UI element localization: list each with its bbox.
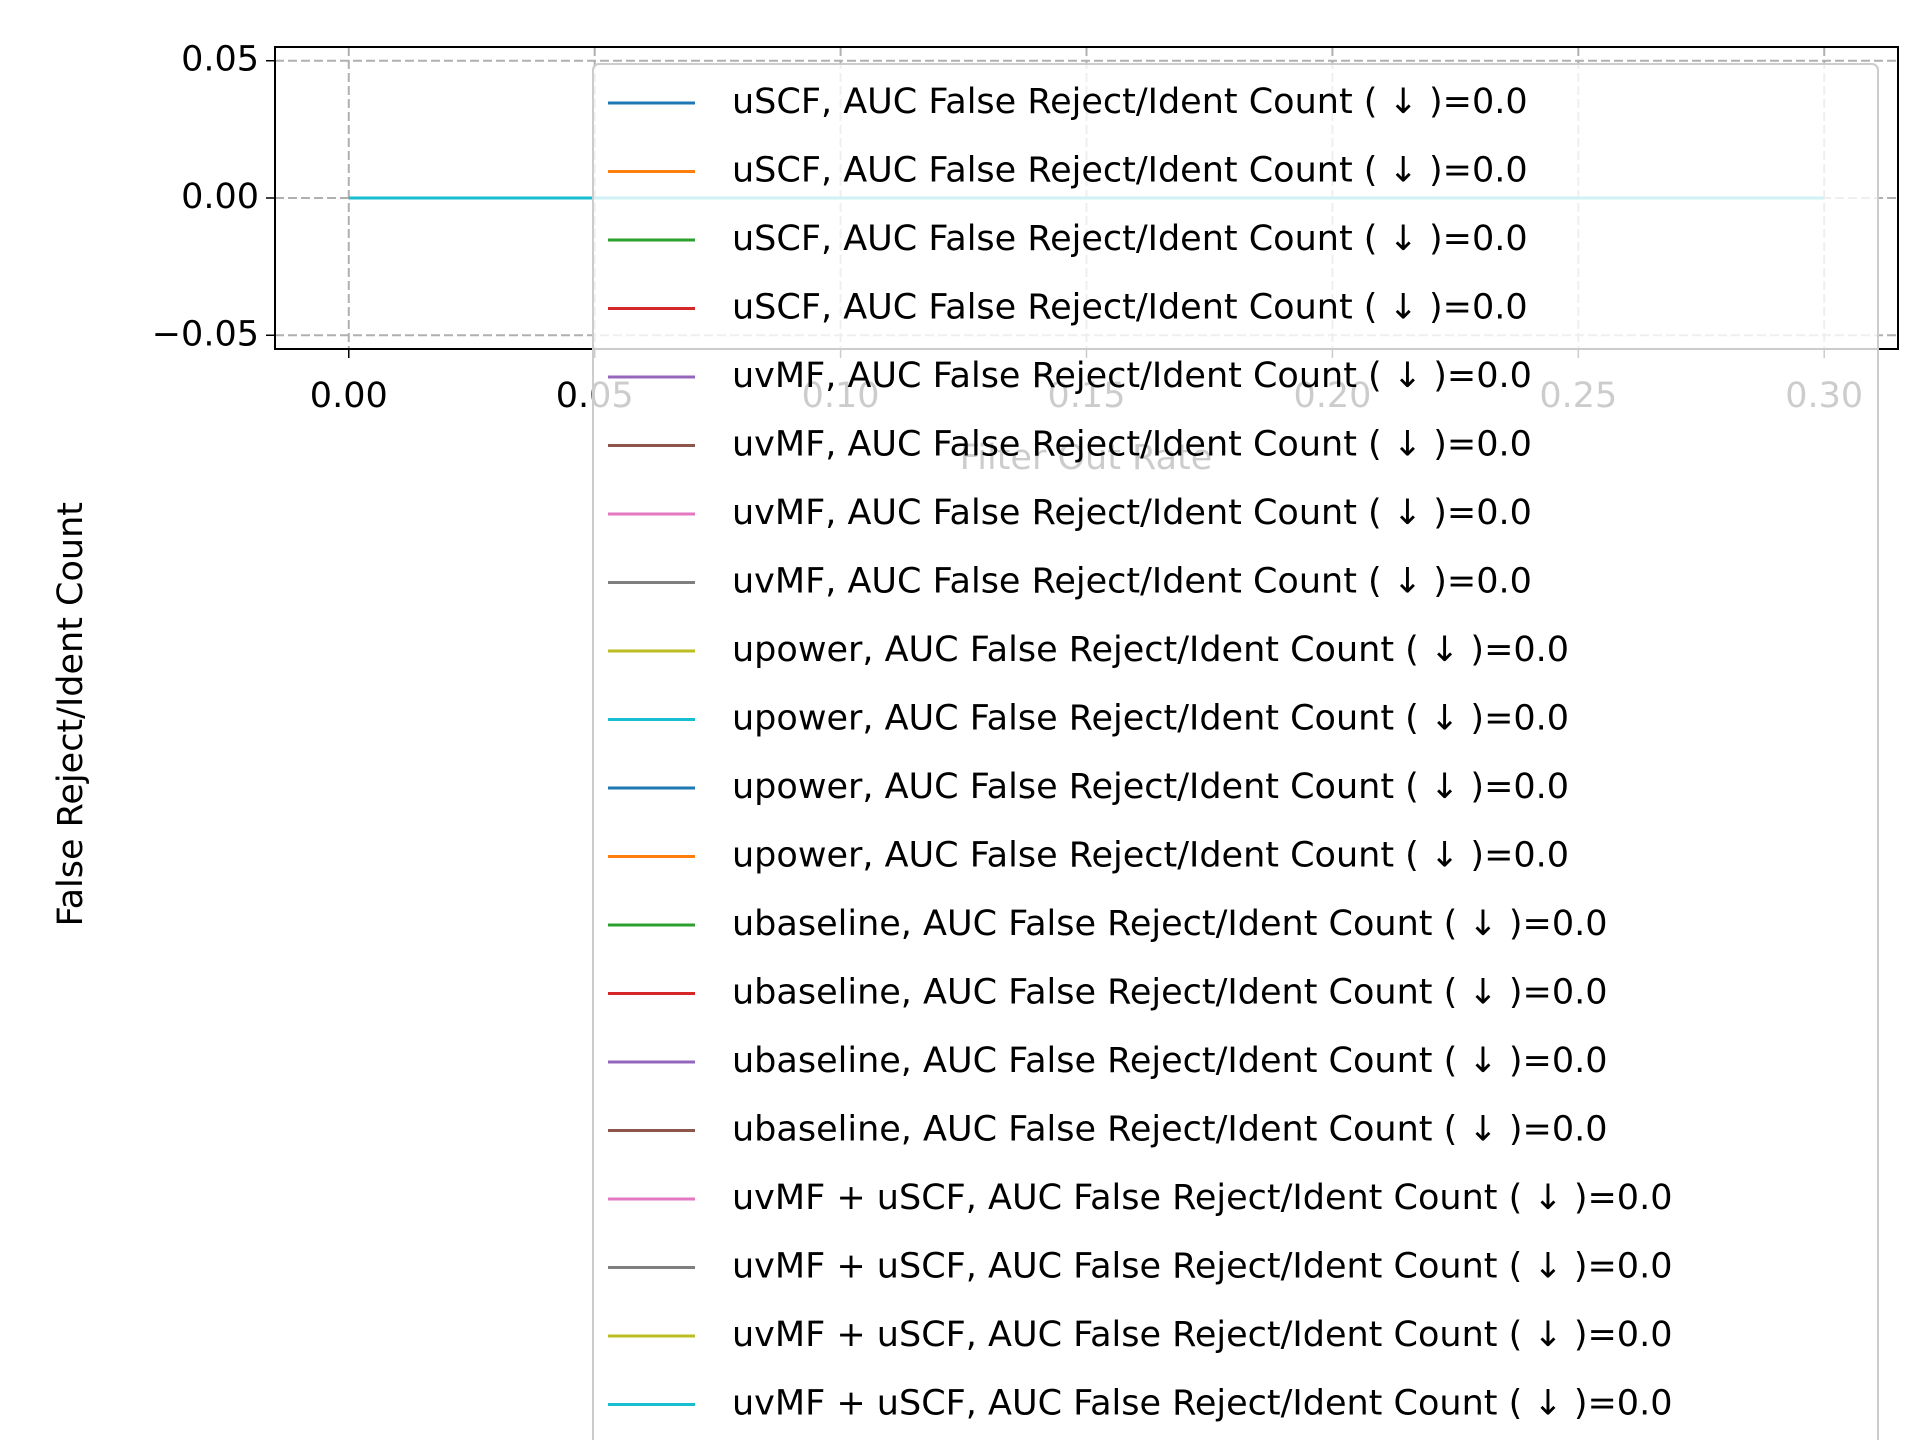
legend-label: uvMF + uSCF, AUC False Reject/Ident Coun… [732,1315,1672,1355]
y-tick-label: −0.05 [152,314,259,354]
y-tick-label: 0.05 [181,40,259,80]
legend-label: uSCF, AUC False Reject/Ident Count ( ↓ )… [732,151,1528,191]
legend-label: ubaseline, AUC False Reject/Ident Count … [732,1110,1607,1150]
legend-label: uvMF + uSCF, AUC False Reject/Ident Coun… [732,1384,1672,1424]
legend-label: upower, AUC False Reject/Ident Count ( ↓… [732,836,1569,876]
legend-label: uvMF, AUC False Reject/Ident Count ( ↓ )… [732,493,1532,533]
y-axis-label: False Reject/Ident Count [51,502,91,926]
legend-label: uvMF + uSCF, AUC False Reject/Ident Coun… [732,1247,1672,1287]
legend-label: upower, AUC False Reject/Ident Count ( ↓… [732,767,1569,807]
x-tick-label: 0.00 [310,376,388,416]
legend-label: uvMF, AUC False Reject/Ident Count ( ↓ )… [732,562,1532,602]
legend-label: ubaseline, AUC False Reject/Ident Count … [732,973,1607,1013]
legend-label: uvMF, AUC False Reject/Ident Count ( ↓ )… [732,356,1532,396]
legend-label: upower, AUC False Reject/Ident Count ( ↓… [732,699,1569,739]
y-tick-label: 0.00 [181,177,259,217]
legend-label: uSCF, AUC False Reject/Ident Count ( ↓ )… [732,82,1528,122]
legend-label: upower, AUC False Reject/Ident Count ( ↓… [732,630,1569,670]
legend-box [592,63,1879,1440]
legend-label: uvMF, AUC False Reject/Ident Count ( ↓ )… [732,425,1532,465]
legend-label: uvMF + uSCF, AUC False Reject/Ident Coun… [732,1178,1672,1218]
legend-label: uSCF, AUC False Reject/Ident Count ( ↓ )… [732,288,1528,328]
legend-label: uSCF, AUC False Reject/Ident Count ( ↓ )… [732,219,1528,259]
legend-label: ubaseline, AUC False Reject/Ident Count … [732,1041,1607,1081]
legend-label: ubaseline, AUC False Reject/Ident Count … [732,904,1607,944]
